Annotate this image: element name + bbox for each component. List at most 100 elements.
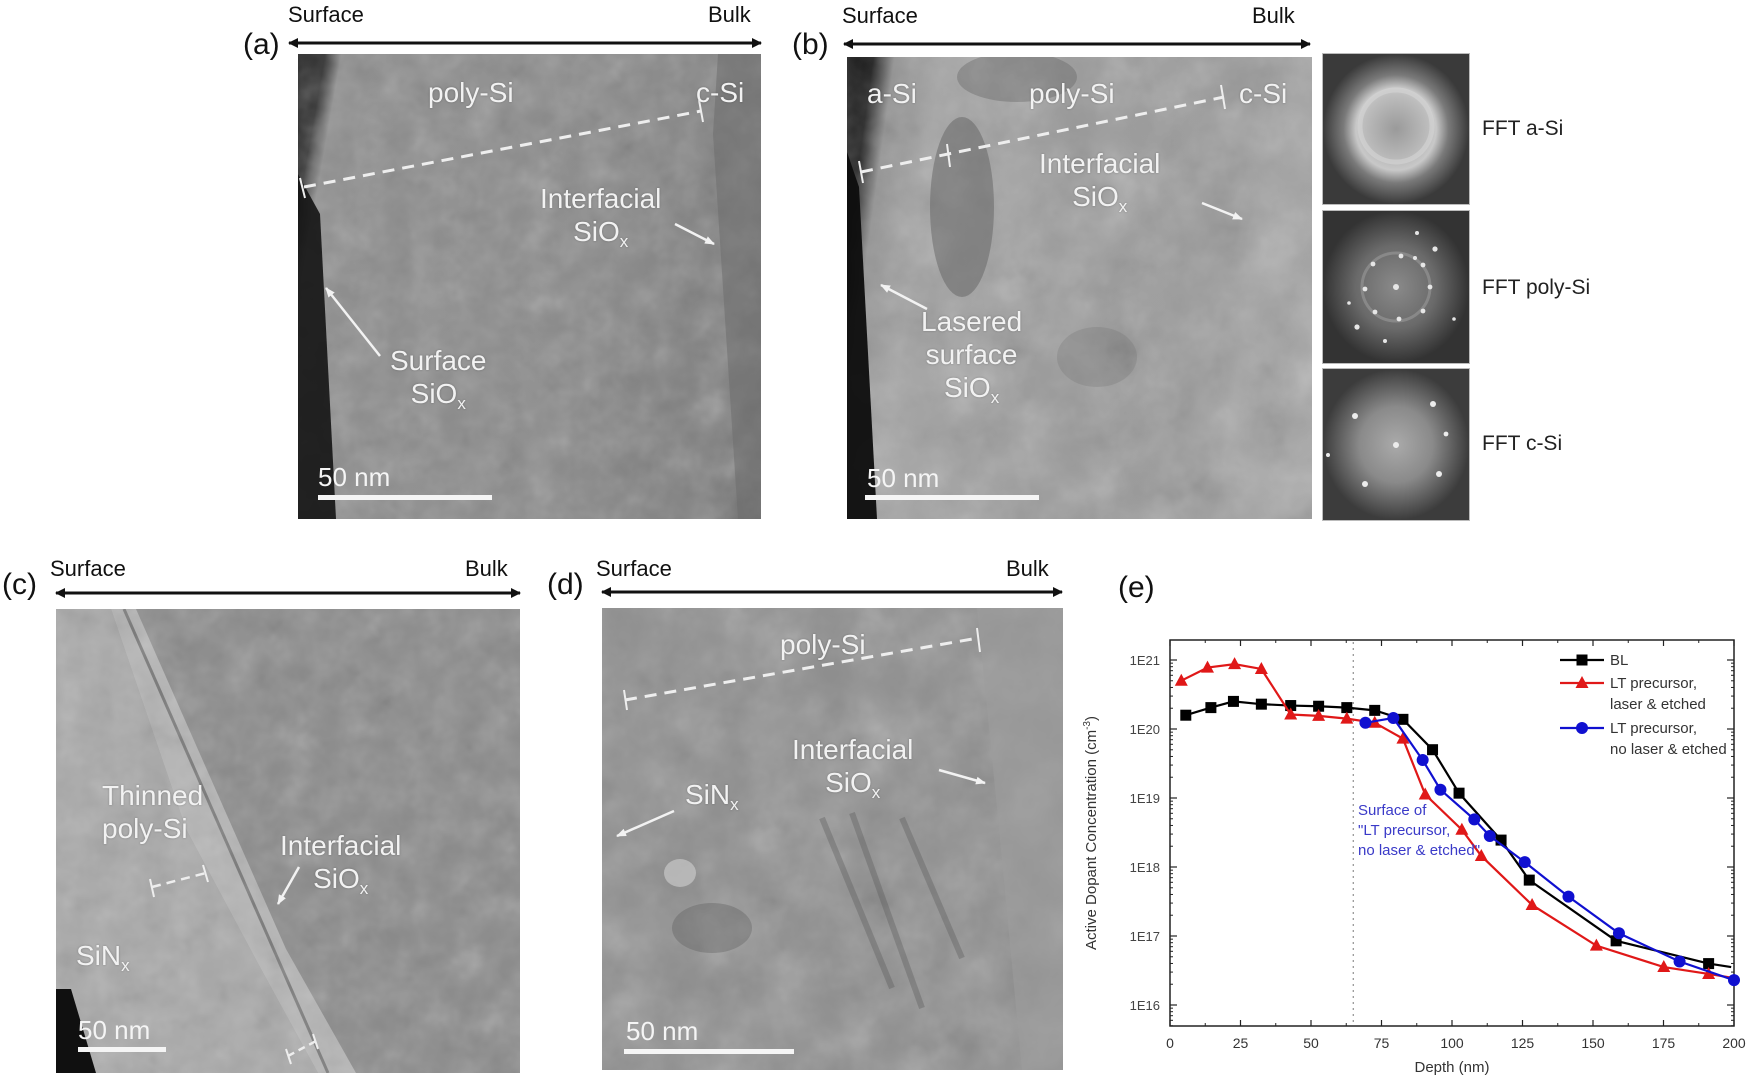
- x-tick-label: 200: [1722, 1035, 1746, 1051]
- panel-b-c-si-label: c-Si: [1239, 78, 1288, 109]
- panel-d-interfacial-arrow: [938, 768, 986, 785]
- panel-a-scale-bar: [318, 495, 492, 500]
- panel-d-tag: (d): [547, 568, 584, 601]
- fft-poly-si-label: FFT poly-Si: [1482, 276, 1591, 299]
- y-tick-label: 1E17: [1130, 929, 1160, 944]
- panel-a-surface-siox-label: Surface SiOx: [390, 345, 487, 414]
- panel-b-direction-arrow: [843, 39, 1311, 49]
- panel-a-c-si-label: c-Si: [696, 77, 745, 108]
- y-tick-label: 1E19: [1130, 791, 1160, 806]
- panel-d-surface-label: Surface: [596, 556, 672, 581]
- panel-d-overlay: [602, 608, 1063, 1070]
- panel-c-scale-label: 50 nm: [78, 1015, 151, 1045]
- panel-b-tem-image: a-Si poly-Si c-Si Interfacial SiOx Laser…: [847, 57, 1312, 519]
- y-tick-label: 1E18: [1130, 860, 1160, 875]
- panel-a-tem-image: poly-Si c-Si Interfacial SiOx Surface Si…: [298, 54, 761, 519]
- panel-a-poly-si-label: poly-Si: [428, 77, 514, 108]
- panel-a-poly-thickness-line: [303, 109, 702, 189]
- series-2: [1359, 711, 1740, 987]
- x-tick-label: 25: [1233, 1035, 1249, 1051]
- fft-poly-si-image: [1322, 210, 1470, 364]
- x-tick-label: 75: [1374, 1035, 1390, 1051]
- y-axis-label: Active Dopant Concentration (cm-3): [1082, 716, 1100, 950]
- panel-c-tag: (c): [2, 568, 37, 601]
- x-axis-label: Depth (nm): [1414, 1059, 1489, 1076]
- panel-b-scale-label: 50 nm: [867, 463, 940, 493]
- x-tick-label: 175: [1652, 1035, 1676, 1051]
- panel-b-lasered-arrow: [880, 283, 928, 311]
- x-tick-label: 150: [1581, 1035, 1605, 1051]
- chart-series: [1174, 657, 1740, 987]
- panel-a-tag: (a): [243, 28, 280, 61]
- panel-d-scale-bar: [624, 1049, 794, 1054]
- panel-d-scale-label: 50 nm: [626, 1016, 699, 1046]
- panel-c-thinned-poly-line: [151, 871, 207, 889]
- panel-c-interfacial-arrow: [276, 866, 301, 905]
- panel-c-scale-bar: [78, 1047, 166, 1052]
- svg-text:laser & etched: laser & etched: [1610, 696, 1706, 713]
- panel-a-overlay: [298, 54, 761, 519]
- panel-a-interfacial-label: Interfacial SiOx: [540, 183, 662, 252]
- svg-text:LT precursor,: LT precursor,: [1610, 720, 1697, 737]
- panel-c-surface-label: Surface: [50, 556, 126, 581]
- panel-c-thinned-poly-label: Thinned poly-Si: [102, 780, 204, 845]
- panel-b-scale-bar: [865, 495, 1039, 500]
- svg-text:LT precursor,: LT precursor,: [1610, 675, 1697, 692]
- panel-d-interfacial-label: Interfacial SiOx: [792, 734, 914, 803]
- panel-d-tem-image: poly-Si Interfacial SiOx SiNx 50 nm: [602, 608, 1063, 1070]
- surface-annotation-line1: Surface of: [1358, 802, 1427, 819]
- panel-c-bulk-label: Bulk: [465, 556, 508, 581]
- panel-a-scale-label: 50 nm: [318, 462, 391, 492]
- panel-e-tag: (e): [1118, 571, 1155, 604]
- legend-item-1: LT precursor, laser & etched: [1560, 675, 1706, 713]
- panel-a-direction-arrow: [288, 38, 762, 48]
- chart-plot-area: [1169, 639, 1735, 1027]
- x-tick-label: 0: [1166, 1035, 1174, 1051]
- fft-a-si-label: FFT a-Si: [1482, 117, 1564, 140]
- panel-a-surface-label: Surface: [288, 2, 364, 27]
- panel-c-tem-image: Thinned poly-Si Interfacial SiOx SiNx 50…: [56, 609, 520, 1073]
- panel-c-sinx-label: SiNx: [76, 940, 130, 975]
- panel-d-sinx-label: SiNx: [685, 779, 739, 814]
- panel-a-bulk-label: Bulk: [708, 2, 751, 27]
- surface-annotation: Surface of "LT precursor, no laser & etc…: [1358, 802, 1480, 859]
- panel-b-overlay: [847, 57, 1312, 519]
- dopant-profile-chart: 0 25 50 75 100 125 150 175 200 1E211E201E191E181…: [1082, 639, 1746, 1076]
- y-tick-label: 1E20: [1130, 722, 1160, 737]
- legend-item-2: LT precursor, no laser & etched: [1560, 720, 1727, 758]
- x-tick-label: 100: [1440, 1035, 1464, 1051]
- x-tick-label: 125: [1511, 1035, 1535, 1051]
- panel-a-surface-arrow: [325, 287, 381, 357]
- series-1: [1174, 657, 1735, 980]
- panel-c-interfacial-label: Interfacial SiOx: [280, 830, 402, 899]
- panel-b-a-si-label: a-Si: [867, 78, 917, 109]
- panel-b-lasered-surface-label: Lasered surface SiOx: [921, 306, 1023, 408]
- panel-d-sinx-arrow: [616, 809, 675, 838]
- y-tick-label: 1E16: [1130, 998, 1160, 1013]
- x-tick-label: 50: [1303, 1035, 1319, 1051]
- panel-b-surface-label: Surface: [842, 3, 918, 28]
- fft-a-si-image: [1322, 53, 1470, 205]
- panel-b-bulk-label: Bulk: [1252, 3, 1295, 28]
- panel-b-interfacial-arrow: [1201, 201, 1243, 221]
- panel-b-poly-thickness-line: [860, 95, 1225, 174]
- svg-text:BL: BL: [1610, 652, 1628, 669]
- panel-c-direction-arrow: [55, 588, 521, 598]
- fft-c-si-image: [1322, 368, 1470, 521]
- y-tick-label: 1E21: [1130, 653, 1160, 668]
- panel-d-bulk-label: Bulk: [1006, 556, 1049, 581]
- panel-b-tag: (b): [792, 28, 829, 61]
- svg-text:no laser & etched: no laser & etched: [1610, 741, 1727, 758]
- legend-item-0: BL: [1560, 652, 1628, 669]
- fft-c-si-label: FFT c-Si: [1482, 432, 1563, 455]
- y-axis-ticks: 1E21 1E20 1E19 1E18 1E17 1E16: [1130, 653, 1734, 1027]
- panel-b-poly-si-label: poly-Si: [1029, 78, 1115, 109]
- surface-annotation-line2: "LT precursor,: [1358, 822, 1450, 839]
- surface-annotation-line3: no laser & etched": [1358, 842, 1480, 859]
- panel-d-direction-arrow: [601, 587, 1063, 597]
- panel-b-interfacial-label: Interfacial SiOx: [1039, 148, 1161, 217]
- panel-b-asi-boundary-tick: [946, 143, 951, 168]
- panel-a-interfacial-arrow: [674, 222, 715, 246]
- panel-d-poly-si-label: poly-Si: [780, 629, 866, 660]
